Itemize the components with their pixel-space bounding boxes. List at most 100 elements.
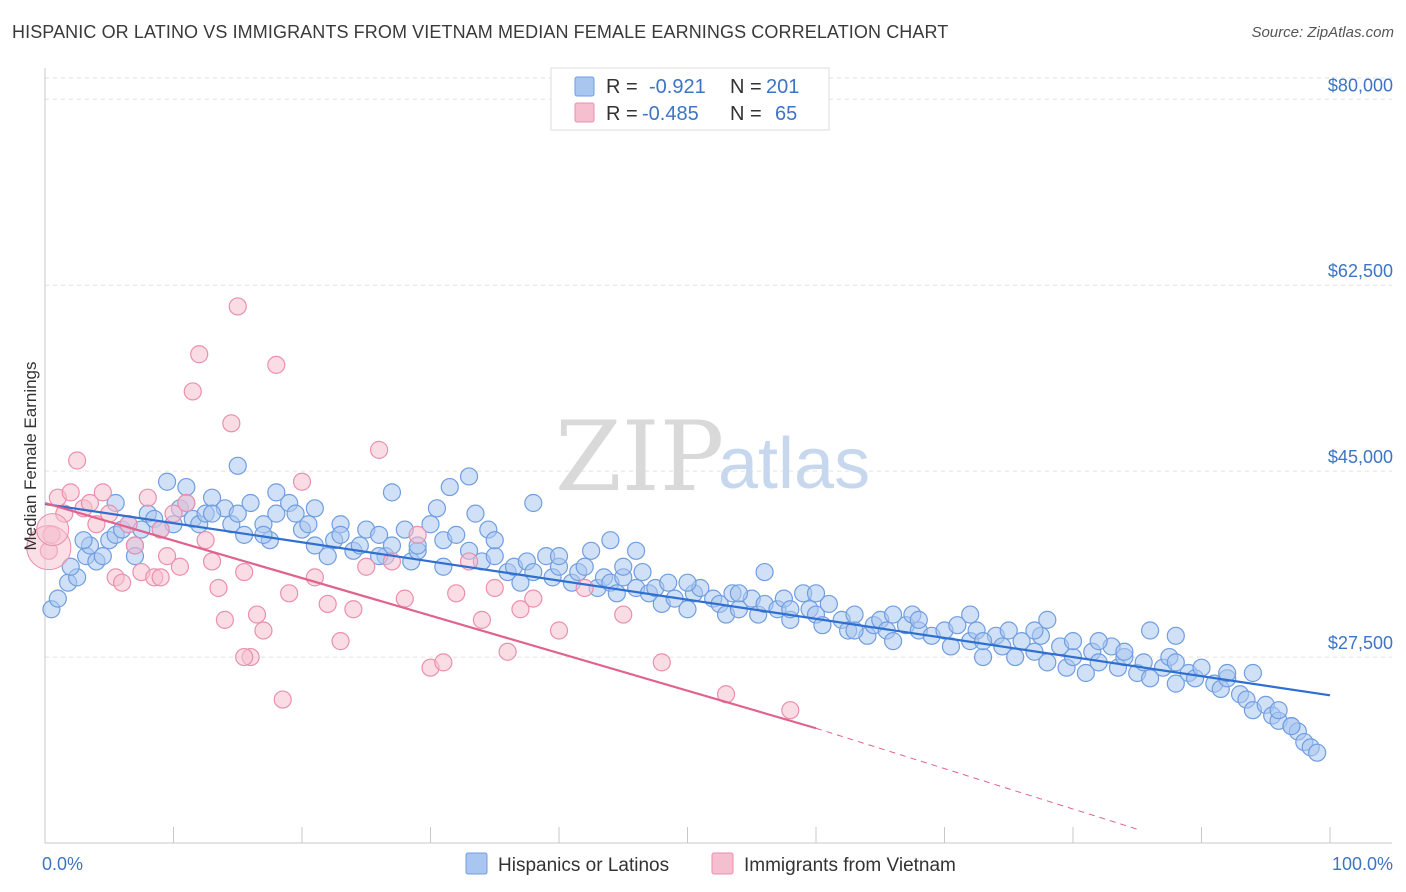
x-tick-label-min: 0.0% <box>42 854 83 874</box>
y-tick-label: $62,500 <box>1328 261 1393 281</box>
point-hispanics <box>845 605 864 624</box>
point-hispanics <box>331 525 350 544</box>
point-vietnam-large <box>36 513 70 547</box>
point-hispanics <box>1269 701 1288 720</box>
point-hispanics <box>582 541 601 560</box>
point-vietnam <box>222 414 241 433</box>
point-hispanics <box>1166 674 1185 693</box>
legend-swatch-vietnam <box>574 102 595 123</box>
point-hispanics <box>1140 669 1160 688</box>
point-hispanics <box>286 504 305 523</box>
point-vietnam <box>228 297 247 316</box>
point-hispanics <box>973 632 993 651</box>
point-hispanics <box>1308 743 1327 762</box>
legend-n-value: 201 <box>766 76 799 98</box>
point-vietnam <box>357 557 376 576</box>
point-vietnam <box>447 584 466 603</box>
legend-n-value: 65 <box>775 103 797 125</box>
point-hispanics <box>299 515 318 534</box>
point-vietnam <box>273 690 292 709</box>
point-hispanics <box>421 515 440 534</box>
point-hispanics <box>1089 632 1108 651</box>
point-hispanics <box>909 610 928 629</box>
point-hispanics <box>626 541 646 560</box>
watermark-atlas: atlas <box>718 424 870 504</box>
legend-r-value: -0.921 <box>649 76 706 98</box>
point-hispanics <box>267 504 286 523</box>
point-vietnam <box>292 472 312 491</box>
point-hispanics <box>1218 663 1237 683</box>
point-hispanics <box>48 589 67 608</box>
point-vietnam <box>170 557 190 576</box>
point-hispanics <box>1038 653 1057 672</box>
legend-bottom-swatch-vietnam <box>711 852 734 875</box>
point-vietnam <box>549 621 569 640</box>
point-hispanics <box>440 477 459 497</box>
point-vietnam <box>318 594 337 614</box>
point-hispanics <box>74 531 93 550</box>
point-hispanics <box>228 504 247 523</box>
watermark-zip: ZIP <box>555 401 724 513</box>
point-hispanics <box>999 621 1018 640</box>
x-tick-labels: 0.0% 100.0% <box>42 854 1393 874</box>
point-vietnam <box>235 562 254 582</box>
point-hispanics <box>883 605 903 624</box>
point-hispanics <box>1140 621 1160 640</box>
point-vietnam <box>68 451 87 470</box>
point-vietnam <box>151 568 170 587</box>
point-hispanics <box>1243 663 1263 683</box>
point-vietnam <box>511 600 530 619</box>
point-vietnam <box>395 589 414 608</box>
point-hispanics <box>549 547 569 566</box>
y-axis-label: Median Female Earnings <box>21 362 40 551</box>
point-vietnam <box>177 493 196 513</box>
point-vietnam <box>247 605 267 624</box>
point-hispanics <box>678 600 697 619</box>
point-hispanics <box>1115 642 1134 661</box>
point-hispanics <box>1166 653 1185 672</box>
point-vietnam <box>781 701 800 720</box>
legend-r-value: -0.485 <box>642 103 699 125</box>
x-tick-label-max: 100.0% <box>1332 854 1393 874</box>
point-vietnam <box>61 483 80 502</box>
point-hispanics <box>659 573 678 592</box>
point-vietnam <box>183 382 202 401</box>
series-vietnam-points <box>26 297 800 720</box>
legend-bottom-swatch-hispanics <box>465 852 488 875</box>
legend-n-label: N = <box>730 76 762 98</box>
watermark: ZIP atlas <box>555 401 870 513</box>
trend-line-vietnam-extension <box>815 727 1138 830</box>
point-hispanics <box>434 557 453 576</box>
point-hispanics <box>447 525 466 544</box>
point-hispanics <box>614 557 633 576</box>
legend-swatch-hispanics <box>574 76 595 97</box>
point-hispanics <box>1192 658 1211 677</box>
point-hispanics <box>466 504 485 523</box>
point-hispanics <box>1006 647 1025 667</box>
point-vietnam <box>434 653 453 672</box>
point-hispanics <box>575 557 594 576</box>
point-vietnam <box>370 440 389 459</box>
point-vietnam <box>344 600 363 619</box>
point-vietnam <box>652 653 671 672</box>
legend-bottom: Hispanics or Latinos Immigrants from Vie… <box>465 852 956 876</box>
legend-bottom-label-vietnam: Immigrants from Vietnam <box>744 855 956 876</box>
point-hispanics <box>524 493 543 513</box>
point-hispanics <box>427 499 447 518</box>
point-hispanics <box>819 594 838 614</box>
point-hispanics <box>61 557 80 576</box>
series-hispanics-points <box>42 456 1327 762</box>
point-hispanics <box>228 456 247 475</box>
point-hispanics <box>382 483 402 502</box>
point-vietnam <box>498 642 517 661</box>
point-hispanics <box>485 531 504 550</box>
point-hispanics <box>948 616 967 635</box>
legend-r-label: R = <box>606 76 638 98</box>
source-label: Source: ZipAtlas.com <box>1251 24 1394 41</box>
point-hispanics <box>678 573 697 592</box>
point-hispanics <box>267 483 286 502</box>
point-vietnam <box>93 483 112 502</box>
point-vietnam <box>267 355 286 374</box>
point-vietnam <box>575 578 594 598</box>
point-hispanics <box>157 472 177 491</box>
